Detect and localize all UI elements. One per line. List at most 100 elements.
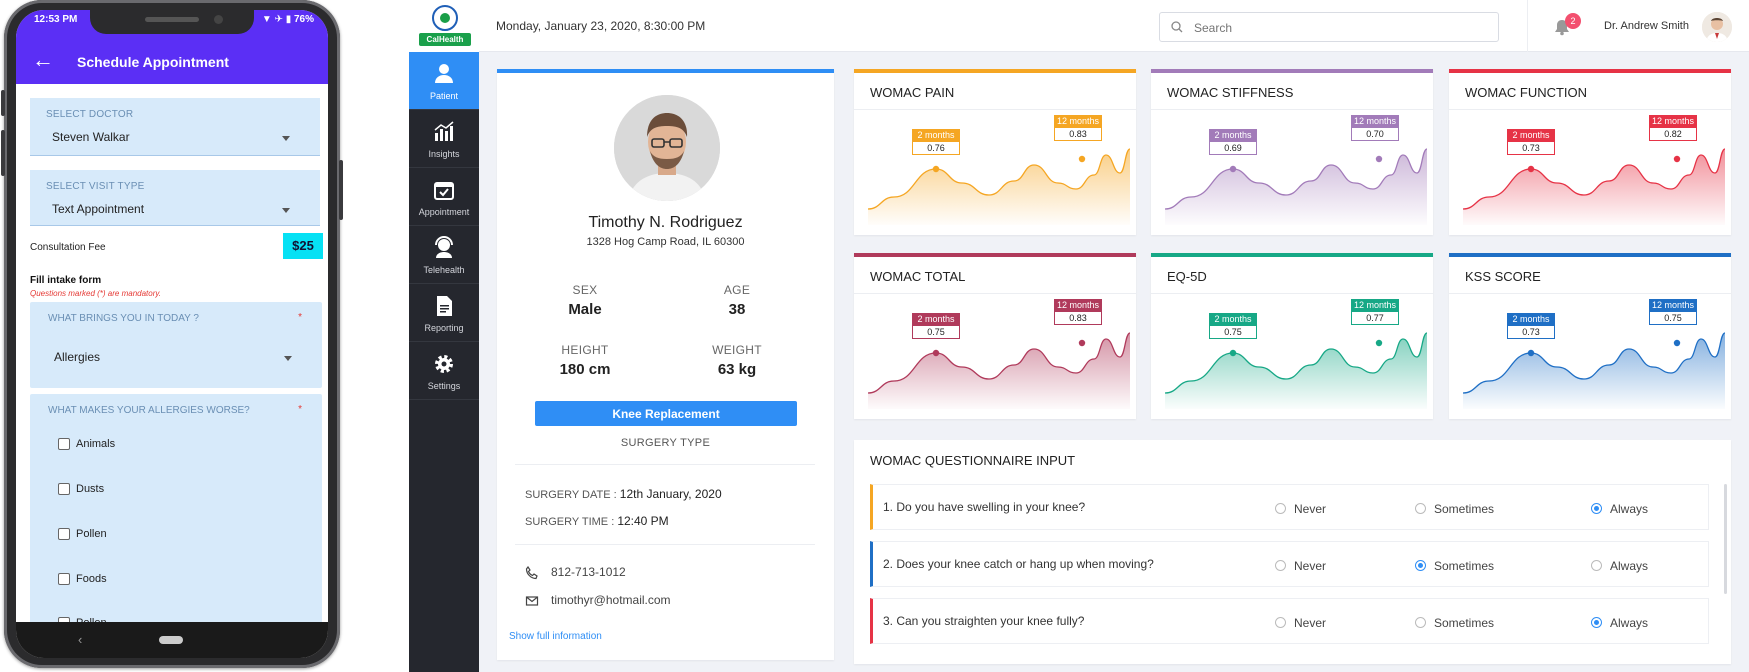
radio-icon[interactable] xyxy=(1275,560,1286,572)
sidebar-item-reporting[interactable]: Reporting xyxy=(409,284,479,342)
checkbox-dusts[interactable]: Dusts xyxy=(58,483,104,496)
surgery-date-label: SURGERY DATE : xyxy=(525,489,617,501)
reason-select[interactable]: WHAT BRINGS YOU IN TODAY ? * Allergies xyxy=(30,302,322,388)
current-date: Monday, January 23, 2020, 8:30:00 PM xyxy=(496,19,706,33)
tag-value: 0.75 xyxy=(1209,325,1257,339)
checkbox-foods[interactable]: Foods xyxy=(58,573,107,586)
question-text: 2. Does your knee catch or hang up when … xyxy=(883,557,1154,571)
nav-home-icon[interactable] xyxy=(159,636,183,644)
chevron-down-icon xyxy=(284,356,292,361)
checkbox-animals[interactable]: Animals xyxy=(58,438,115,451)
data-point xyxy=(1078,339,1086,347)
radio-icon[interactable] xyxy=(1415,617,1426,629)
patient-phone[interactable]: 812-713-1012 xyxy=(551,565,626,579)
score-tag: 2 months 0.75 xyxy=(1209,313,1257,339)
scrollbar[interactable] xyxy=(1724,484,1727,594)
score-card-title: WOMAC PAIN xyxy=(870,85,955,100)
score-trend-chart xyxy=(867,148,1131,225)
search-box[interactable] xyxy=(1159,12,1499,42)
data-point xyxy=(1375,339,1383,347)
visit-type-label: SELECT VISIT TYPE xyxy=(46,181,145,192)
nav-back-icon[interactable]: ‹ xyxy=(78,632,83,647)
radio-icon[interactable] xyxy=(1275,617,1286,629)
checkbox-icon[interactable] xyxy=(58,573,70,586)
score-tag: 12 months 0.77 xyxy=(1351,299,1399,325)
data-point xyxy=(1673,339,1681,347)
surgery-type-label: SURGERY TYPE xyxy=(620,437,711,449)
insights-icon xyxy=(434,121,454,141)
radio-option-always[interactable]: Always xyxy=(1591,558,1648,573)
trend-area xyxy=(868,149,1130,225)
score-card: EQ-5D 2 months 0.75 12 months 0.77 xyxy=(1151,253,1433,419)
checkbox-icon[interactable] xyxy=(58,528,70,541)
sidebar-item-patient[interactable]: Patient xyxy=(409,52,479,110)
doctor-select-label: SELECT DOCTOR xyxy=(46,109,134,120)
notification-badge: 2 xyxy=(1565,13,1581,29)
score-trend-chart xyxy=(1462,332,1726,409)
score-trend-chart xyxy=(1164,148,1428,225)
surgery-date-row: SURGERY DATE : 12th January, 2020 xyxy=(525,487,722,501)
radio-icon[interactable] xyxy=(1591,560,1602,572)
phone-form: SELECT DOCTOR Steven Walkar SELECT VISIT… xyxy=(16,84,328,632)
trend-area xyxy=(1463,333,1725,409)
score-tag: 2 months 0.73 xyxy=(1507,313,1555,339)
sidebar-item-settings[interactable]: Settings xyxy=(409,342,479,400)
divider xyxy=(1449,109,1731,110)
tag-period: 2 months xyxy=(1209,129,1257,141)
user-name[interactable]: Dr. Andrew Smith xyxy=(1604,20,1689,32)
checkbox-icon[interactable] xyxy=(58,438,70,451)
data-point xyxy=(1375,155,1383,163)
visit-type-select[interactable]: SELECT VISIT TYPE Text Appointment xyxy=(30,170,320,226)
data-point xyxy=(932,165,940,173)
intake-form-title: Fill intake form xyxy=(30,275,102,286)
radio-label: Always xyxy=(1610,558,1649,573)
radio-icon[interactable] xyxy=(1591,617,1602,629)
consultation-fee-value: $25 xyxy=(283,233,323,259)
sidebar-item-telehealth[interactable]: Telehealth xyxy=(409,226,479,284)
height-label: HEIGHT xyxy=(561,343,609,357)
radio-label: Never xyxy=(1294,615,1327,630)
score-card: WOMAC FUNCTION 2 months 0.73 12 months 0.82 xyxy=(1449,69,1731,235)
show-full-information-link[interactable]: Show full information xyxy=(509,631,602,642)
patient-email[interactable]: timothyr@hotmail.com xyxy=(551,593,671,607)
search-input[interactable] xyxy=(1194,19,1484,37)
data-point xyxy=(1229,165,1237,173)
divider xyxy=(854,109,1136,110)
checkbox-pollen[interactable]: Pollen xyxy=(58,528,107,541)
search-icon xyxy=(1171,21,1183,33)
radio-option-sometimes[interactable]: Sometimes xyxy=(1415,615,1494,630)
patient-name: Timothy N. Rodriguez xyxy=(588,214,743,231)
tag-value: 0.70 xyxy=(1351,127,1399,141)
phone-icon xyxy=(525,565,538,579)
radio-icon[interactable] xyxy=(1415,503,1426,515)
score-card-title: KSS SCORE xyxy=(1465,269,1541,284)
back-arrow-icon[interactable]: ← xyxy=(32,47,54,72)
avatar[interactable] xyxy=(1702,12,1732,42)
checkbox-icon[interactable] xyxy=(58,483,70,496)
radio-icon[interactable] xyxy=(1275,503,1286,515)
tag-period: 2 months xyxy=(1507,313,1555,325)
height-value: 180 cm xyxy=(559,361,611,378)
sidebar-item-appointment[interactable]: Appointment xyxy=(409,168,479,226)
sidebar-item-label: Insights xyxy=(428,149,460,159)
radio-option-never[interactable]: Never xyxy=(1275,558,1326,573)
radio-option-sometimes[interactable]: Sometimes xyxy=(1415,558,1494,573)
radio-icon[interactable] xyxy=(1415,560,1426,572)
doctor-select[interactable]: SELECT DOCTOR Steven Walkar xyxy=(30,98,320,156)
radio-option-always[interactable]: Always xyxy=(1591,501,1648,516)
patient-avatar-icon xyxy=(614,95,720,201)
radio-option-never[interactable]: Never xyxy=(1275,615,1326,630)
score-tag: 12 months 0.83 xyxy=(1054,115,1102,141)
data-point xyxy=(1229,349,1237,357)
radio-option-never[interactable]: Never xyxy=(1275,501,1326,516)
radio-option-sometimes[interactable]: Sometimes xyxy=(1415,501,1494,516)
logo[interactable]: CalHealth xyxy=(409,0,479,52)
status-time: 12:53 PM xyxy=(34,14,78,25)
radio-option-always[interactable]: Always xyxy=(1591,615,1648,630)
score-card: WOMAC STIFFNESS 2 months 0.69 12 months 0.70 xyxy=(1151,69,1433,235)
tag-period: 2 months xyxy=(1507,129,1555,141)
radio-icon[interactable] xyxy=(1591,503,1602,515)
sidebar-item-insights[interactable]: Insights xyxy=(409,110,479,168)
surgery-type-button[interactable]: Knee Replacement xyxy=(535,401,797,426)
height-stat: HEIGHT 180 cm xyxy=(510,343,660,378)
